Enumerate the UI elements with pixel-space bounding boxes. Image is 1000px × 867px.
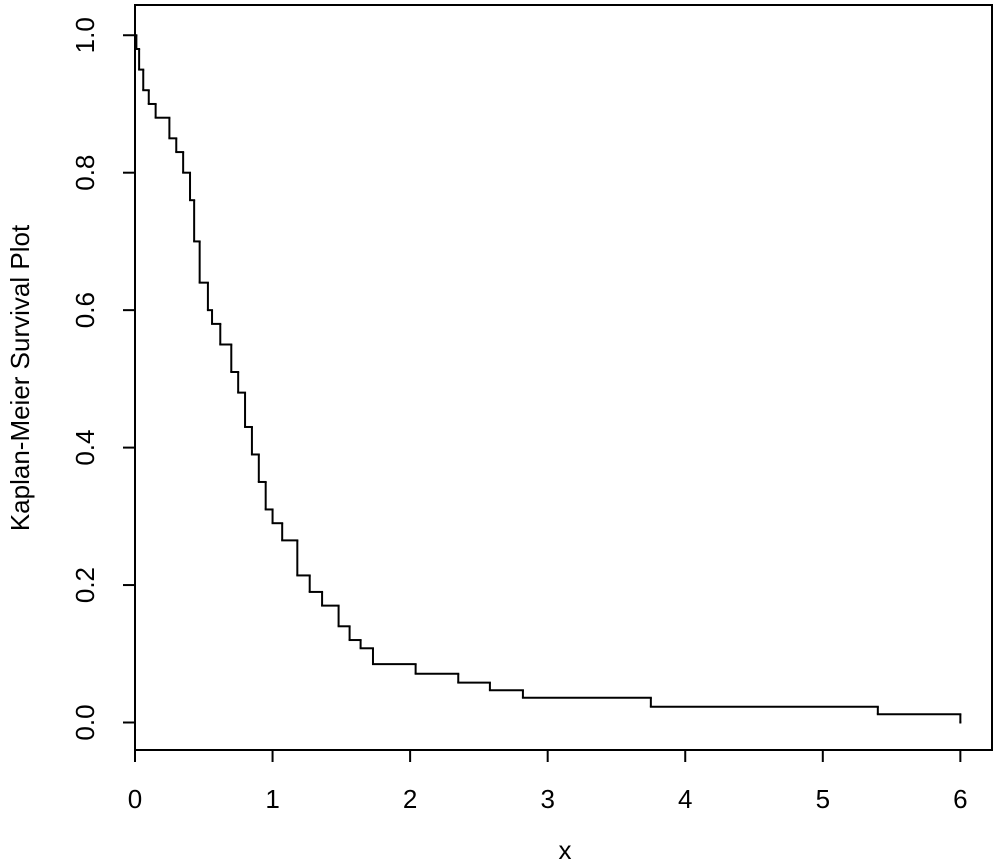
y-tick-label: 0.6 bbox=[70, 292, 100, 328]
y-tick-label: 0.4 bbox=[70, 430, 100, 466]
y-tick-label: 1.0 bbox=[70, 17, 100, 53]
x-axis-label: x bbox=[559, 835, 572, 865]
x-tick-label: 6 bbox=[953, 784, 967, 814]
x-tick-label: 4 bbox=[678, 784, 692, 814]
plot-frame bbox=[134, 4, 993, 751]
y-axis-label: Kaplan-Meier Survival Plot bbox=[5, 224, 35, 531]
y-tick-label: 0.0 bbox=[70, 704, 100, 740]
y-tick-label: 0.2 bbox=[70, 567, 100, 603]
x-tick-label: 0 bbox=[128, 784, 142, 814]
x-tick-label: 5 bbox=[816, 784, 830, 814]
x-tick-label: 1 bbox=[265, 784, 279, 814]
x-tick-label: 2 bbox=[403, 784, 417, 814]
x-tick-label: 3 bbox=[540, 784, 554, 814]
y-tick-label: 0.8 bbox=[70, 155, 100, 191]
